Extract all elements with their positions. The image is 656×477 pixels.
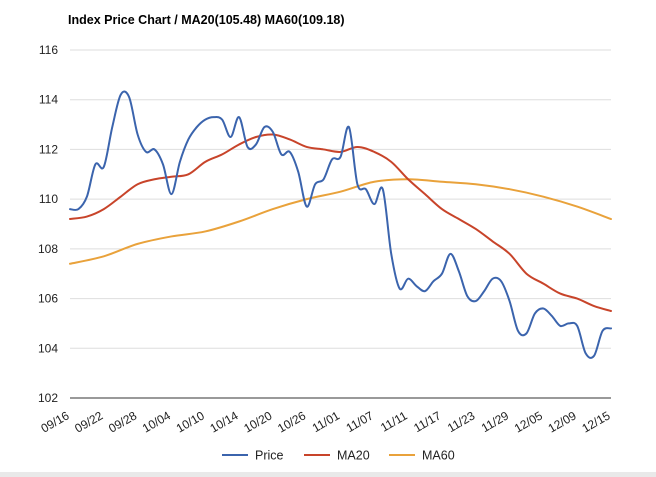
x-tick-label: 11/07	[344, 408, 377, 435]
y-tick-label: 102	[38, 391, 58, 405]
legend-label: MA20	[337, 449, 370, 463]
chart-title: Index Price Chart / MA20(105.48) MA60(10…	[68, 13, 345, 27]
x-tick-label: 11/29	[479, 408, 512, 435]
y-tick-label: 108	[38, 242, 58, 256]
x-tick-label: 11/23	[445, 408, 478, 435]
x-tick-label: 10/14	[208, 408, 241, 435]
x-tick-label: 09/22	[72, 408, 105, 435]
x-tick-label: 10/26	[275, 408, 308, 435]
y-tick-label: 114	[39, 93, 58, 107]
series-line-ma20	[69, 133, 612, 312]
x-tick-label: 12/09	[546, 408, 579, 435]
y-tick-label: 112	[39, 142, 58, 156]
bottom-divider	[0, 472, 656, 477]
x-tick-label: 10/20	[241, 408, 274, 435]
x-tick-label: 12/05	[512, 408, 545, 435]
y-tick-label: 106	[38, 292, 58, 306]
legend-label: MA60	[422, 449, 455, 463]
series-line-ma60	[69, 178, 612, 265]
x-tick-label: 09/16	[38, 408, 71, 435]
x-tick-label: 09/28	[106, 408, 139, 435]
y-tick-label: 110	[39, 192, 58, 206]
x-tick-label: 10/10	[174, 408, 207, 435]
x-tick-label: 11/11	[378, 408, 410, 434]
legend-label: Price	[255, 449, 284, 463]
x-tick-label: 11/01	[310, 408, 343, 435]
series-line-price	[69, 90, 612, 359]
y-tick-label: 104	[38, 341, 58, 355]
x-tick-label: 12/15	[579, 408, 612, 435]
x-tick-label: 10/04	[140, 408, 173, 435]
y-tick-label: 116	[39, 43, 58, 57]
x-tick-label: 11/17	[411, 408, 444, 435]
